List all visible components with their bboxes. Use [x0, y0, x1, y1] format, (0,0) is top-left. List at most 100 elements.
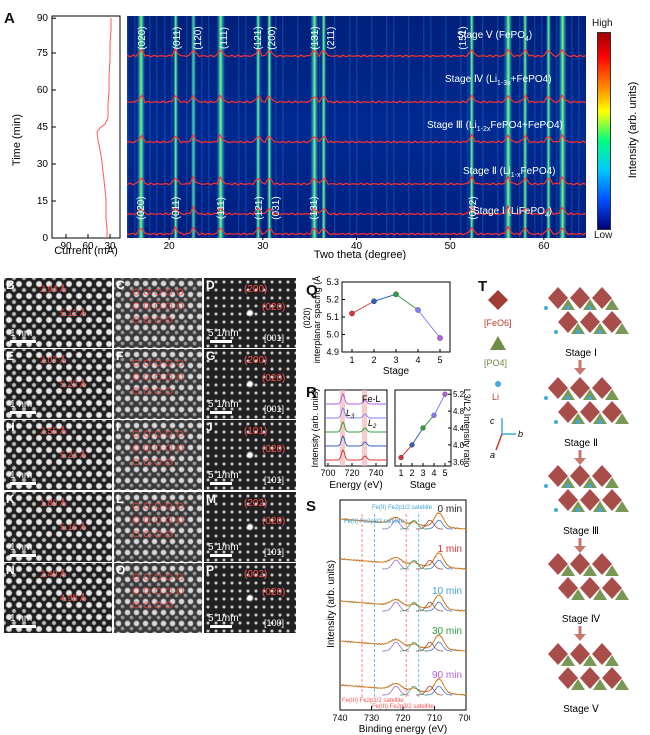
- fft-spot-2: (020): [262, 373, 286, 385]
- axis-c: c: [490, 416, 495, 426]
- xps-component: [416, 559, 443, 570]
- xrd-xtick: 60: [538, 241, 550, 252]
- r2-ylabel-rot: L3/L2 Intensity ratio: [462, 389, 472, 468]
- s-xtick: 730: [364, 713, 379, 723]
- s-ann-bot2: Fe(III) Fe2p3/2 satellite: [372, 704, 434, 710]
- lattice-spacing-1: 3.07 Å: [40, 355, 67, 366]
- panel-t-structures: [FeO6] [PO4] Li c b a Stage Ⅰ Stage Ⅱ Stag…: [484, 287, 629, 715]
- top-peak-label: (121): [253, 26, 265, 50]
- fft-pattern: J (101) (020) 5 1/nm [101]: [204, 420, 296, 491]
- r-xtick: 720: [344, 468, 359, 478]
- peak-band: [504, 16, 513, 238]
- xrd-xtick: 40: [351, 241, 363, 252]
- stage-label-1: Stage Ⅴ (FePO4): [457, 30, 533, 43]
- li-icon: [495, 381, 501, 387]
- zone-axis: [101]: [264, 475, 285, 486]
- xps-component: [400, 641, 427, 652]
- current-time-plot: 0 15 30 45 60 75 90 90 60 30 Time (min) Current …: [11, 13, 121, 257]
- xas-spectrum: [325, 406, 387, 419]
- s-xtick: 700: [458, 713, 470, 723]
- zone-axis: [101]: [264, 546, 285, 557]
- scalebar: [210, 411, 232, 415]
- q-xlabel: Stage: [383, 366, 410, 376]
- fft-spot-2: (020): [262, 444, 286, 456]
- hrtem-image: N 2.49 Å 4.98 Å 1 nm: [4, 562, 112, 633]
- fft-spot-1: (101): [244, 426, 268, 438]
- fft-spot-1: (200): [244, 284, 268, 295]
- scalebar: [10, 624, 36, 628]
- s-xlabel: Binding energy (eV): [359, 724, 447, 735]
- top-peak-label: (131): [310, 26, 322, 50]
- peak-band: [321, 16, 327, 238]
- scalebar-text: 5 1/nm: [208, 328, 239, 339]
- bottom-peak-label: (131): [309, 196, 321, 220]
- lattice-spacing-2: 5.12 Å: [60, 308, 87, 318]
- lattice-spacing-2: 4.98 Å: [60, 592, 87, 603]
- s-ann-bot1: Fe(III) Fe2p1/2 satellite: [342, 698, 404, 704]
- tem-panel-label: M: [206, 491, 216, 506]
- q-xtick: 1: [349, 355, 354, 365]
- axis-a: a: [490, 450, 495, 460]
- s-xtick: 710: [427, 713, 442, 723]
- r2-point: [398, 454, 404, 461]
- r2-xtick: 3: [420, 468, 425, 478]
- tem-panel-label: F: [116, 349, 124, 364]
- r2-point: [420, 425, 426, 431]
- r2-xtick: 4: [431, 468, 436, 478]
- q-xtick: 2: [371, 355, 376, 365]
- xps-component: [416, 641, 443, 652]
- r2-ytick: 5.2: [453, 390, 465, 399]
- stage-label-5: Stage Ⅰ (LiFePO4): [473, 206, 553, 219]
- colorbar-label: Intensity (arb. units): [627, 82, 639, 179]
- axis-b: b: [518, 429, 523, 439]
- crystal-structure: [544, 377, 629, 424]
- xps-time-label: 10 min: [432, 586, 462, 597]
- q-point: [393, 291, 399, 298]
- svg-text:L3/L2 Intensity ratio: L3/L2 Intensity ratio: [462, 389, 472, 468]
- scalebar: [210, 340, 232, 343]
- lattice-spacing-1: 3.55 Å: [40, 426, 67, 437]
- fft-spot-2: (020): [262, 515, 286, 527]
- current-ytick: 75: [37, 48, 49, 59]
- lattice-spacing-1: 2.94 Å: [40, 284, 67, 294]
- q-ytick: 4.9: [326, 347, 339, 357]
- lattice-spacing-2: 5.23 Å: [60, 379, 87, 390]
- top-peak-label: (211): [326, 26, 338, 50]
- r-ylabel: Intensity (arb. units): [310, 388, 320, 467]
- zone-axis: [100]: [264, 617, 285, 628]
- r2-xtick: 2: [409, 468, 414, 478]
- panel-label-q: Q: [306, 282, 318, 299]
- s-xtick: 720: [395, 713, 410, 723]
- fft-spot-1: (200): [244, 355, 268, 367]
- s-ann-top1: Fe(II) Fe2p1/2 satellite: [372, 505, 433, 511]
- scalebar: [10, 340, 36, 343]
- tem-panel-label: I: [116, 420, 120, 435]
- current-xtick: 90: [60, 241, 72, 252]
- scalebar: [210, 553, 232, 557]
- crystal-structure: [548, 643, 629, 690]
- xps-fit: [339, 512, 467, 530]
- r-l3: LL33: [346, 408, 355, 420]
- peak-band: [310, 16, 319, 238]
- xps-component: [416, 685, 443, 696]
- scalebar-text: 1 nm: [10, 470, 33, 482]
- scalebar-text: 1 nm: [10, 541, 33, 553]
- q-line-segment: [351, 300, 375, 314]
- scalebar-text: 5 1/nm: [208, 612, 239, 624]
- xas-spectrum: [325, 434, 387, 447]
- scalebar: [10, 482, 36, 486]
- structure-stage-label: Stage Ⅰ: [565, 348, 597, 359]
- q-line-segment: [395, 293, 419, 311]
- current-ytick: 45: [37, 122, 49, 133]
- q-line-segment: [417, 309, 441, 339]
- peak-band: [173, 16, 179, 238]
- stage-arrow: [574, 368, 586, 375]
- xrd-contour-map: (020) (011) (120) (111) (121) (200) (131) (211)…: [127, 16, 586, 238]
- q-ylabel2: interplanar spacing (Å): [312, 276, 322, 363]
- hrtem-image: E 3.07 Å 5.23 Å 1 nm: [4, 349, 112, 420]
- current-ylabel: Time (min): [11, 114, 23, 166]
- r-l2: L2: [368, 418, 377, 430]
- panel-label-s: S: [306, 498, 317, 515]
- crystal-structure: [544, 287, 629, 334]
- r2-line-segment: [433, 393, 446, 416]
